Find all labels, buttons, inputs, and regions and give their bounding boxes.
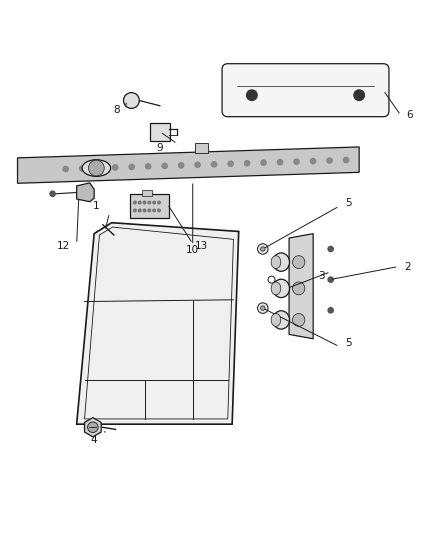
Circle shape [50, 191, 55, 197]
Text: 12: 12 [57, 241, 70, 252]
Ellipse shape [271, 282, 281, 295]
Circle shape [327, 158, 332, 163]
FancyBboxPatch shape [142, 190, 152, 196]
Circle shape [261, 160, 266, 165]
Text: 10: 10 [186, 245, 199, 255]
Circle shape [63, 166, 68, 172]
Circle shape [153, 209, 155, 212]
Circle shape [311, 158, 316, 164]
Circle shape [138, 201, 141, 204]
Circle shape [328, 277, 333, 282]
Circle shape [354, 90, 364, 100]
FancyBboxPatch shape [195, 143, 208, 153]
Ellipse shape [293, 256, 305, 269]
Circle shape [148, 201, 151, 204]
Text: 1: 1 [93, 201, 100, 211]
Circle shape [88, 160, 104, 176]
Polygon shape [85, 418, 101, 437]
PathPatch shape [77, 223, 239, 424]
Circle shape [158, 201, 160, 204]
Text: 3: 3 [318, 271, 325, 281]
Text: 5: 5 [345, 338, 352, 348]
Text: 4: 4 [91, 434, 98, 445]
Text: 13: 13 [195, 241, 208, 251]
Circle shape [143, 209, 146, 212]
Circle shape [244, 160, 250, 166]
Circle shape [328, 246, 333, 252]
Text: 9: 9 [156, 143, 163, 154]
Circle shape [261, 247, 265, 251]
Ellipse shape [293, 282, 305, 295]
Text: 8: 8 [113, 104, 120, 115]
Circle shape [148, 209, 151, 212]
Circle shape [80, 166, 85, 171]
Circle shape [134, 201, 136, 204]
FancyBboxPatch shape [222, 64, 389, 117]
Circle shape [124, 93, 139, 108]
Polygon shape [289, 233, 313, 339]
Circle shape [158, 209, 160, 212]
Circle shape [247, 90, 257, 100]
Circle shape [96, 165, 101, 171]
FancyBboxPatch shape [150, 123, 170, 141]
Ellipse shape [273, 253, 290, 271]
Text: 6: 6 [406, 110, 413, 120]
Circle shape [153, 201, 155, 204]
Ellipse shape [293, 313, 305, 326]
Ellipse shape [273, 279, 290, 297]
Polygon shape [18, 147, 359, 183]
Ellipse shape [271, 313, 281, 326]
Circle shape [258, 303, 268, 313]
Circle shape [179, 163, 184, 168]
Circle shape [328, 308, 333, 313]
Circle shape [294, 159, 299, 164]
Circle shape [212, 161, 217, 167]
Circle shape [143, 201, 146, 204]
Circle shape [129, 164, 134, 169]
Circle shape [138, 209, 141, 212]
Circle shape [228, 161, 233, 166]
Text: 2: 2 [404, 262, 411, 271]
Circle shape [88, 422, 98, 432]
Ellipse shape [82, 160, 110, 176]
Circle shape [195, 162, 200, 167]
Polygon shape [77, 183, 94, 201]
Circle shape [277, 159, 283, 165]
Circle shape [258, 244, 268, 254]
Circle shape [343, 157, 349, 163]
Text: 5: 5 [345, 198, 352, 207]
FancyBboxPatch shape [130, 194, 169, 218]
Ellipse shape [271, 256, 281, 269]
Ellipse shape [273, 311, 290, 329]
Circle shape [145, 164, 151, 169]
Circle shape [261, 306, 265, 310]
Circle shape [113, 165, 118, 170]
Circle shape [134, 209, 136, 212]
Circle shape [162, 163, 167, 168]
